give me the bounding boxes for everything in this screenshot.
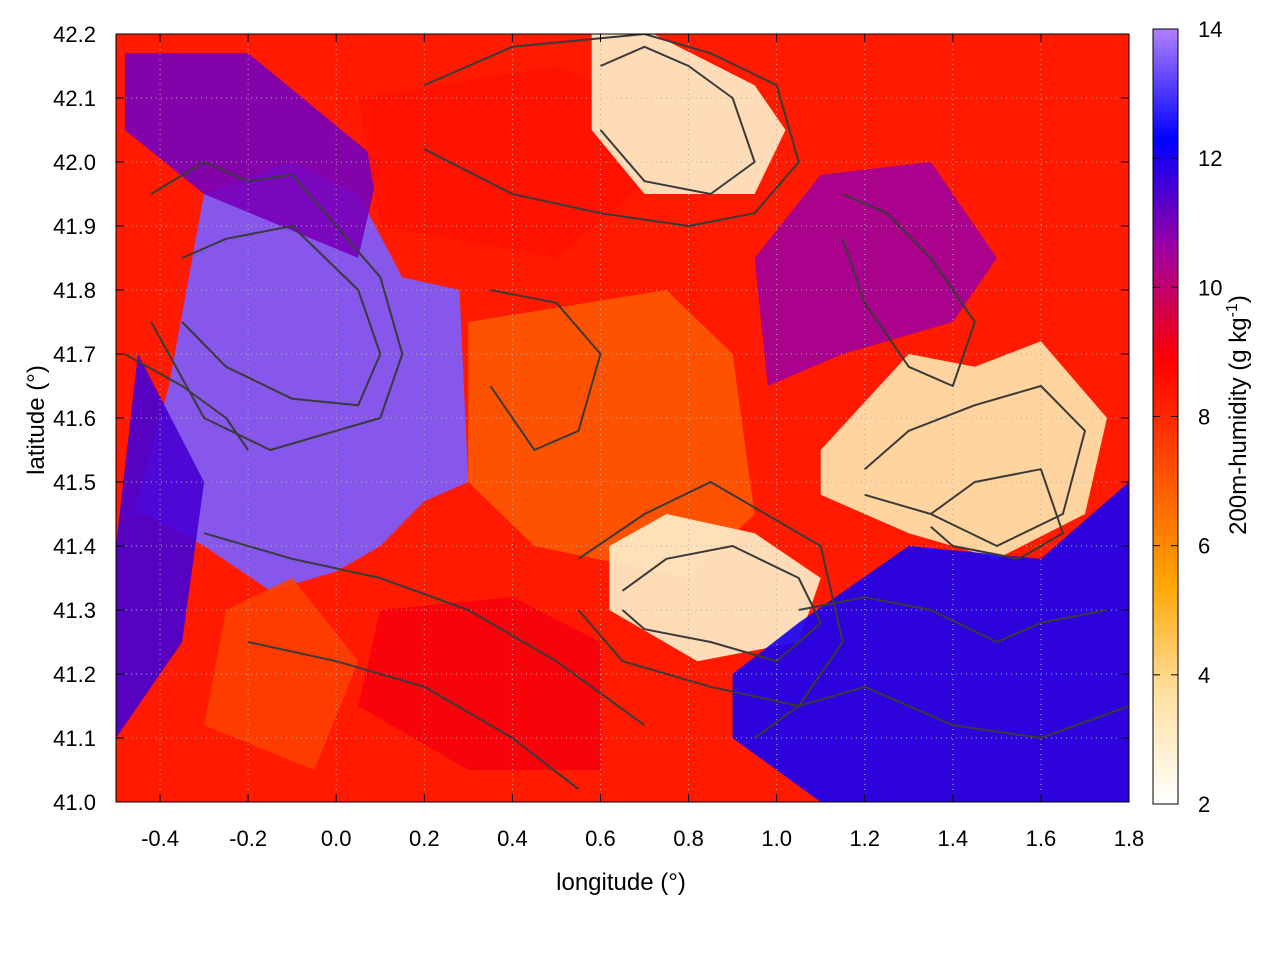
humidity-region-4 <box>468 290 755 578</box>
contour-line-2 <box>489 289 602 451</box>
y-tick-label: 42.0 <box>53 150 96 175</box>
x-tick-label: 1.2 <box>849 826 880 851</box>
contour-line-6 <box>577 481 844 707</box>
contour-line-5 <box>621 545 822 663</box>
y-tick-label: 41.1 <box>53 726 96 751</box>
humidity-region-7 <box>820 341 1107 559</box>
x-tick-label: 1.4 <box>938 826 969 851</box>
y-tick-label: 41.2 <box>53 662 96 687</box>
x-tick-label: 1.8 <box>1114 826 1145 851</box>
x-tick-label: -0.2 <box>229 826 267 851</box>
humidity-field <box>116 34 1129 802</box>
x-axis-title: longitude (°) <box>556 869 686 896</box>
y-tick-label: 41.7 <box>53 342 96 367</box>
humidity-region-6 <box>609 514 821 662</box>
x-tick-label: 1.0 <box>761 826 792 851</box>
contour-line-4 <box>423 34 800 227</box>
x-tick-label: -0.4 <box>141 826 179 851</box>
y-tick-label: 41.0 <box>53 790 96 815</box>
y-axis-title: latitude (°) <box>23 365 50 475</box>
colorbar-tick-label: 2 <box>1198 792 1210 817</box>
humidity-region-2 <box>124 53 381 259</box>
x-tick-label: 0.6 <box>585 826 616 851</box>
colorbar-tick-label: 8 <box>1198 405 1210 430</box>
y-tick-label: 41.3 <box>53 598 96 623</box>
contour-line-0 <box>150 161 404 451</box>
y-tick-label: 41.9 <box>53 214 96 239</box>
humidity-region-1 <box>116 354 205 738</box>
y-tick-label: 41.5 <box>53 470 96 495</box>
x-tick-label: 1.6 <box>1026 826 1057 851</box>
colorbar-tick-label: 14 <box>1198 17 1222 42</box>
x-tick-label: 0.4 <box>497 826 528 851</box>
x-axis: -0.4 -0.2 0.0 0.2 0.4 0.6 0.8 1.0 1.2 1.4 1.6 1.8 <box>141 34 1144 851</box>
contour-line-1 <box>181 225 382 407</box>
contour-line-14 <box>124 353 249 451</box>
contour-line-11 <box>203 532 646 727</box>
contour-line-10 <box>754 685 1129 739</box>
colorbar-tick-label: 6 <box>1198 534 1210 559</box>
colorbar-tick-label: 10 <box>1198 275 1222 300</box>
humidity-region-0 <box>133 162 469 591</box>
contour-line-8 <box>930 468 1064 560</box>
colorbar-title: 200m-humidity (g kg-1) <box>1224 295 1252 535</box>
contour-lines <box>124 34 1129 790</box>
y-tick-label: 41.8 <box>53 278 96 303</box>
y-axis: 41.0 41.1 41.2 41.3 41.4 41.5 41.6 41.7 41.8 41.9… <box>53 22 1129 815</box>
contour-line-13 <box>841 193 976 387</box>
humidity-region-10 <box>358 597 601 770</box>
contour-line-3 <box>599 45 756 195</box>
y-tick-label: 42.1 <box>53 86 96 111</box>
humidity-region-8 <box>732 482 1129 802</box>
colorbar-tick-label: 4 <box>1198 663 1210 688</box>
x-tick-label: 0.8 <box>673 826 704 851</box>
colorbar: 2 4 6 8 10 12 14 200m-humidity (g kg-1) <box>1152 17 1252 817</box>
grid <box>116 34 1129 802</box>
humidity-region-9 <box>754 162 997 386</box>
x-tick-label: 0.2 <box>409 826 440 851</box>
y-tick-label: 41.4 <box>53 534 96 559</box>
contour-line-9 <box>798 596 1108 643</box>
y-tick-label: 41.6 <box>53 406 96 431</box>
contour-line-12 <box>247 641 580 790</box>
contour-line-7 <box>864 385 1086 547</box>
x-tick-label: 0.0 <box>321 826 352 851</box>
colorbar-tick-label: 12 <box>1198 146 1222 171</box>
y-tick-label: 42.2 <box>53 22 96 47</box>
